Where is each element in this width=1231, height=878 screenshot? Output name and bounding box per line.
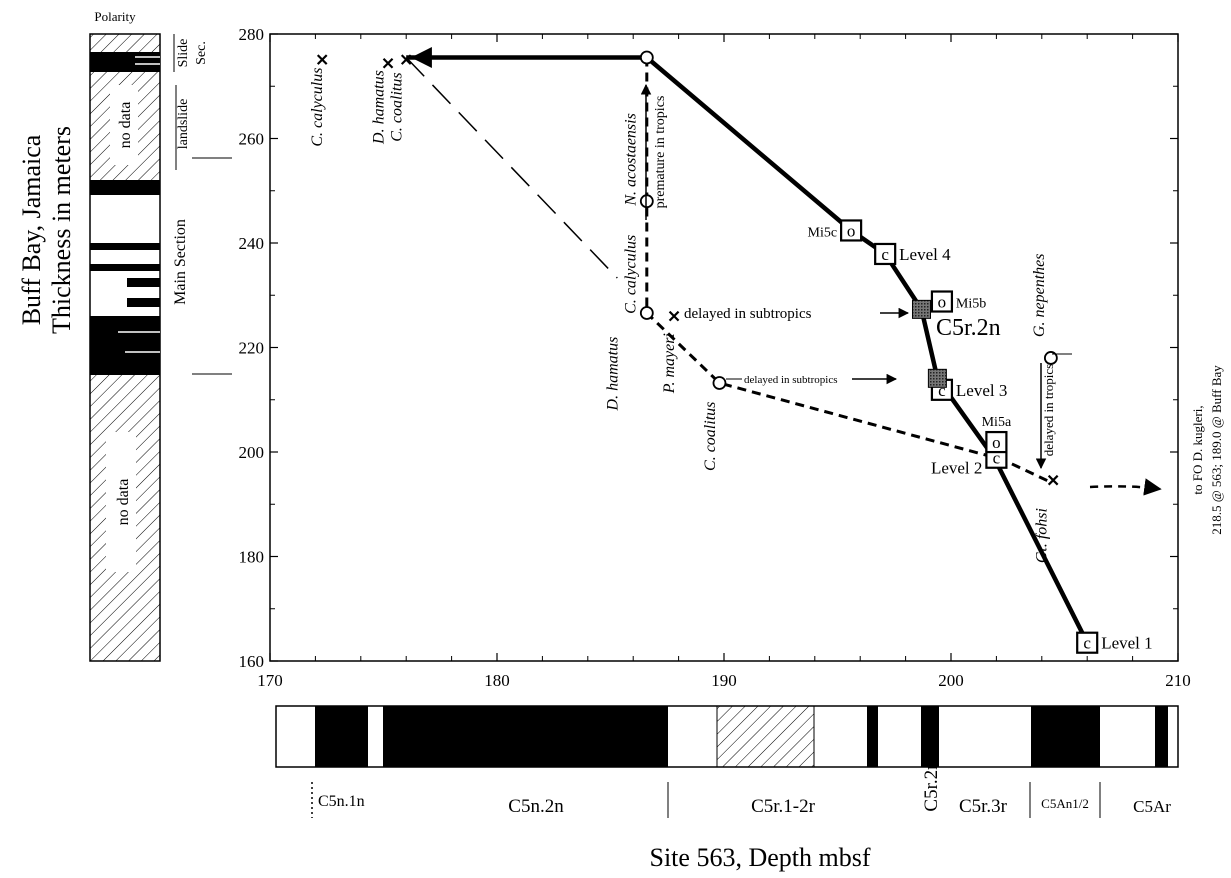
y-tick-label: 160 [239, 652, 265, 671]
series-lines [405, 47, 1090, 644]
chron-c5r3r: C5r.3r [959, 796, 1008, 817]
slide-label: Slide [176, 39, 191, 68]
annotation-delayed-tropics: delayed in tropics [1041, 364, 1056, 456]
annotation-c5r2n: C5r.2n [936, 315, 1001, 341]
y-tick-label: 180 [239, 548, 265, 567]
series-line-dashed-heavy [645, 57, 1052, 484]
annotation-premature: premature in tropics [653, 96, 668, 209]
species-label: D. hamatus [371, 70, 388, 145]
x-axis: 170 180 190 200 210 [257, 34, 1191, 690]
square-marker-label: Mi5b [956, 297, 986, 312]
no-data-label-top: no data [117, 102, 134, 149]
circle-marker [639, 194, 654, 209]
markers: c Level 1 c Level 2 c Level 3 c Level 4 o Mi5c o Mi… [316, 50, 1153, 654]
circle-marker [1043, 351, 1058, 365]
square-marker-label: Level 2 [931, 459, 982, 478]
x-tick-label: 190 [711, 671, 737, 690]
square-marker [874, 242, 897, 266]
species-label: D. hamatus [604, 337, 621, 412]
section-labels: Slide Sec. landslide Main Section [172, 34, 232, 375]
right-note-line1-text: to FO D. kugleri, [1190, 405, 1205, 494]
species-label: N. acostaensis [623, 113, 640, 206]
x-tick-label: 170 [257, 671, 283, 690]
x-tick-label: 210 [1165, 671, 1191, 690]
chron-labels [311, 782, 1101, 818]
sec-label: Sec. [194, 41, 209, 65]
x-tick-label: 180 [484, 671, 510, 690]
chron-c5r1-2r: C5r.1-2r [751, 796, 816, 817]
square-marker-glyph: c [1083, 634, 1091, 653]
right-note-line2: 218.5 @ 563; 189.0 @ Buff Bay [1209, 365, 1224, 535]
series-line-long-dash [405, 56, 618, 279]
square-marker-glyph: c [993, 449, 1001, 468]
square-marker-glyph: o [847, 221, 856, 240]
series-line-solid [406, 55, 1090, 644]
right-note-line1: to FO D. kugleri, [1190, 405, 1205, 494]
square-marker [840, 219, 863, 242]
annotation-delayed-subtropics-1: delayed in subtropics [684, 306, 812, 322]
species-label: Gt. fohsi [1033, 508, 1050, 563]
square-marker-glyph: c [881, 245, 889, 264]
circle-marker [639, 50, 654, 65]
y-axis-title-line2: Thickness in meters [47, 126, 76, 334]
chron-c5n2n: C5n.2n [508, 796, 564, 817]
species-label: C. coalitus [389, 72, 406, 141]
main-section-label: Main Section [172, 219, 189, 305]
x-marker [316, 54, 328, 65]
y-tick-label: 220 [239, 339, 265, 358]
landslide-label: landslide [176, 99, 191, 150]
square-marker [930, 290, 954, 313]
shaded-marker [911, 299, 931, 319]
square-marker-label: Level 4 [899, 245, 951, 264]
y-axis-title-line1: Buff Bay, Jamaica [17, 134, 46, 325]
chron-bar [275, 705, 1179, 768]
species-label: P. mayeri [661, 333, 678, 394]
annotations: premature in tropics delayed in subtropi… [640, 83, 1162, 496]
x-tick-label: 200 [938, 671, 964, 690]
square-marker-label: Mi5c [808, 225, 838, 240]
x-marker [1047, 474, 1059, 486]
square-marker-glyph: o [938, 293, 947, 312]
chron-c5an: C5An1/2 [1041, 796, 1089, 811]
polarity-title: Polarity [94, 9, 136, 24]
species-label: G. nepenthes [1031, 254, 1048, 338]
square-marker [985, 430, 1008, 454]
circle-marker [639, 306, 654, 320]
annotation-delayed-subtropics-2: delayed in subtropics [744, 374, 837, 386]
x-axis-title: Site 563, Depth mbsf [650, 843, 871, 872]
square-marker-glyph: o [992, 433, 1001, 452]
shaded-marker [927, 368, 947, 388]
y-axis: 160 180 200 220 240 260 280 [239, 25, 1178, 671]
y-tick-label: 240 [239, 234, 265, 253]
chron-c5n1n: C5n.1n [318, 793, 365, 810]
square-marker-glyph: c [938, 381, 946, 400]
circle-marker [712, 376, 727, 390]
species-label: C. calyculus [309, 68, 326, 147]
plot-frame [269, 33, 1179, 662]
chron-c5r2n: C5r.2n [921, 760, 942, 812]
y-tick-label: 280 [239, 25, 265, 44]
square-marker-label: Level 1 [1101, 634, 1152, 653]
y-tick-label: 200 [239, 443, 265, 462]
x-marker [382, 57, 394, 69]
chron-c5ar: C5Ar [1133, 797, 1171, 816]
polarity-column: no data no data [89, 33, 161, 662]
y-tick-label: 260 [239, 130, 265, 149]
x-marker [668, 310, 680, 322]
square-marker-label: Mi5a [982, 415, 1012, 430]
no-data-label-bottom: no data [115, 479, 132, 526]
square-marker-label: Level 3 [956, 381, 1007, 400]
species-label: C. calyculus [623, 235, 640, 314]
x-marker [400, 54, 412, 65]
square-marker [1076, 631, 1099, 654]
species-label: C. coalitus [702, 402, 719, 471]
